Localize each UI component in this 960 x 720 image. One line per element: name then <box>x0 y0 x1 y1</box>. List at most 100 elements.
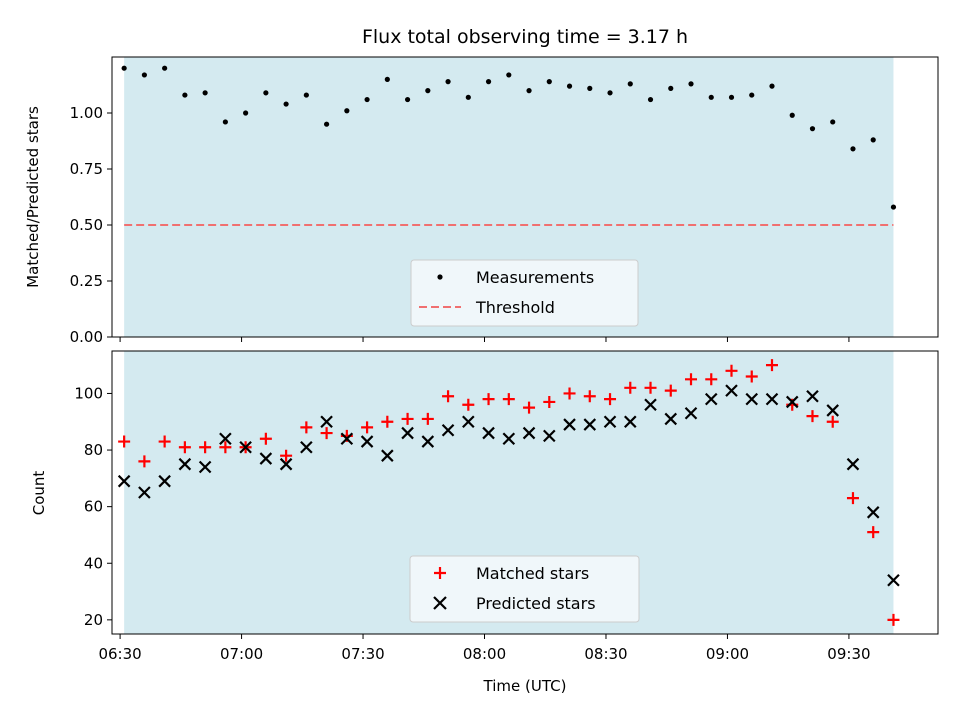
measurement-point <box>162 65 168 71</box>
matched-star-point <box>361 421 374 434</box>
predicted-star-point <box>259 452 273 465</box>
count-y-tick-label: 80 <box>84 441 103 459</box>
count-y-tick-label: 60 <box>84 498 103 516</box>
predicted-star-point <box>300 440 313 454</box>
ratio-legend-box <box>410 259 639 327</box>
matched-star-point <box>664 384 677 397</box>
measurement-point <box>202 90 208 96</box>
ratio-y-tick-label: 0.00 <box>70 328 103 346</box>
measurement-point <box>222 119 228 125</box>
matched-star-point <box>118 435 131 448</box>
predicted-star-point <box>441 423 455 437</box>
predicted-star-point <box>745 392 759 406</box>
count-y-tick-label: 100 <box>74 384 103 402</box>
legend-matched-label: Matched stars <box>476 564 589 583</box>
measurement-point <box>789 112 795 118</box>
matched-star-point <box>401 412 414 425</box>
measurement-point <box>485 79 492 85</box>
measurement-point <box>708 94 714 100</box>
x-axis-label: Time (UTC) <box>483 677 567 695</box>
measurement-point <box>506 72 512 78</box>
measurement-point <box>263 90 269 96</box>
count-plot-frame <box>111 350 939 635</box>
measurement-point <box>627 81 633 87</box>
predicted-star-point <box>543 429 556 443</box>
matched-star-point <box>502 393 515 406</box>
matched-star-point <box>846 492 859 505</box>
measurement-point <box>283 101 289 107</box>
predicted-star-point <box>583 418 597 431</box>
figure-title: Flux total observing time = 3.17 h <box>362 26 688 48</box>
predicted-star-point <box>664 412 678 426</box>
matched-star-point <box>462 398 475 411</box>
predicted-star-point <box>360 435 374 448</box>
matched-star-point <box>705 373 718 386</box>
ratio-y-tick-label: 0.25 <box>70 272 103 290</box>
count-x-tick-label: 07:30 <box>341 645 384 663</box>
legend-predicted-marker <box>433 596 447 610</box>
predicted-star-point <box>522 426 536 440</box>
predicted-star-point <box>684 406 698 420</box>
legend-predicted-label: Predicted stars <box>476 594 596 613</box>
matched-star-point <box>523 401 536 414</box>
count-x-tick-label: 06:30 <box>98 645 141 663</box>
predicted-star-point <box>239 440 252 454</box>
measurement-point <box>141 72 147 78</box>
matched-star-point <box>320 427 333 440</box>
measurement-point <box>121 65 127 71</box>
measurement-point <box>809 126 816 132</box>
matched-star-point <box>178 441 191 454</box>
matched-star-point <box>158 435 171 448</box>
measurement-point <box>526 88 532 94</box>
measurement-point <box>870 137 876 143</box>
predicted-star-point <box>117 474 131 488</box>
matched-star-point <box>765 359 778 372</box>
matched-star-point <box>563 387 576 400</box>
ratio-y-tick-label: 0.50 <box>70 216 103 234</box>
ratio-y-axis-label: Matched/Predicted stars <box>24 106 42 288</box>
count-panel: 20 40 60 80 100 06:30 07:00 07:30 08:00 08:30 09:0… <box>30 350 939 695</box>
matched-star-point <box>806 410 819 423</box>
matched-star-point <box>259 432 272 445</box>
matched-star-point <box>867 526 880 539</box>
count-x-tick-label: 09:30 <box>827 645 870 663</box>
measurement-point <box>323 121 330 127</box>
measurement-point <box>728 94 735 100</box>
measurement-point <box>607 90 613 96</box>
measurement-point <box>890 204 897 210</box>
predicted-star-point <box>219 432 232 446</box>
measurement-point <box>182 92 188 98</box>
count-x-tick-label: 08:30 <box>584 645 627 663</box>
legend-measurements-marker <box>437 274 443 280</box>
matched-star-point <box>421 412 434 425</box>
measurement-point <box>647 96 654 103</box>
measurement-point <box>749 92 755 98</box>
ratio-y-tick-label: 0.75 <box>70 160 103 178</box>
matched-star-point <box>887 613 900 626</box>
count-x-tick-label: 07:00 <box>220 645 263 663</box>
matched-star-point <box>725 364 738 377</box>
measurement-point <box>688 81 694 87</box>
matched-star-point <box>604 393 617 406</box>
predicted-star-point <box>381 449 394 462</box>
count-x-tick-label: 08:00 <box>463 645 506 663</box>
measurement-point <box>830 119 836 125</box>
predicted-star-point <box>421 435 435 448</box>
count-x-tick-label: 09:00 <box>706 645 749 663</box>
predicted-star-point <box>704 392 718 406</box>
predicted-star-point <box>785 395 799 409</box>
matched-star-point <box>543 395 556 408</box>
predicted-star-point <box>866 506 880 519</box>
predicted-star-point <box>482 426 495 440</box>
measurement-point <box>850 146 856 152</box>
predicted-star-point <box>320 415 333 429</box>
measurement-point <box>769 83 775 89</box>
matched-star-point <box>745 370 758 383</box>
measurement-point <box>546 79 552 85</box>
measurement-point <box>566 83 573 89</box>
measurement-point <box>344 108 350 114</box>
measurement-point <box>465 94 471 100</box>
ratio-panel: 0.00 0.25 0.50 0.75 1.00 Matched/Predicted s… <box>24 56 939 346</box>
matched-star-point <box>280 449 293 462</box>
